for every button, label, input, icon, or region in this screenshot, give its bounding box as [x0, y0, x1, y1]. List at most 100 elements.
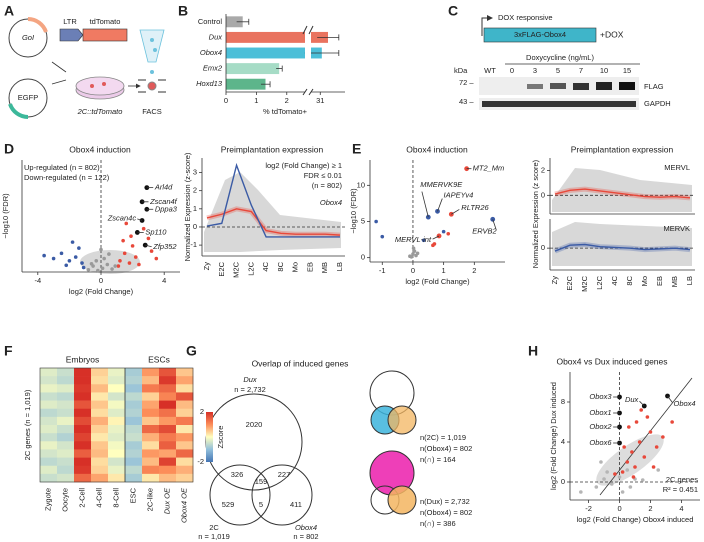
background-profiles: [552, 168, 692, 212]
point: [116, 264, 121, 268]
point: [129, 234, 133, 238]
y-tick-label: 0: [561, 477, 565, 486]
x-tick-label: 4C: [610, 275, 619, 285]
heatmap-cell: [40, 400, 58, 410]
point: [107, 252, 111, 256]
heatmap-cell: [142, 376, 160, 385]
heatmap-cell: [91, 408, 109, 418]
point: [415, 251, 420, 256]
heatmap-cell: [57, 433, 75, 442]
category-label: Emx2: [203, 64, 223, 73]
comparison-text: n(Dux) = 2,732: [420, 497, 470, 506]
dose-label: Doxycycline (ng/mL): [526, 53, 594, 62]
heatmap-cell: [176, 384, 194, 393]
heatmap-cell: [142, 416, 160, 426]
band: [482, 101, 636, 107]
point: [100, 266, 105, 271]
heatmap-cell: [57, 368, 75, 377]
heatmap-cell: [40, 441, 58, 450]
panel-title: Overlap of induced genes: [252, 358, 349, 368]
plasmid-label: GoI: [22, 33, 34, 42]
heatmap-cell: [108, 441, 126, 450]
point-label: IAPEYv4: [444, 190, 474, 199]
construct-box: [483, 27, 597, 43]
point-label: Zscan4f: [149, 197, 178, 206]
panel-a: GoI EGFP LTR tdTomato 2C::tdTomato FACS: [8, 17, 166, 119]
y-axis-label: log2 (Fold Change) Dux induced: [549, 382, 558, 490]
y-axis-label: Zscore: [216, 426, 225, 449]
heatmap-cell: [176, 441, 194, 450]
heatmap-cell: [125, 376, 143, 385]
set-count: n = 1,019: [198, 532, 230, 541]
y-tick-label: 2: [541, 165, 545, 174]
heatmap-cell: [91, 384, 109, 393]
point: [130, 244, 135, 248]
heatmap-cell: [74, 457, 92, 467]
y-tick-label: 0: [361, 253, 365, 262]
treatment-label: +DOX: [600, 29, 624, 39]
heatmap-cell: [74, 425, 92, 434]
point: [409, 255, 414, 259]
axis-break: [305, 14, 311, 94]
set-count: n = 802: [293, 532, 318, 541]
x-tick-label: -4: [34, 276, 41, 285]
heatmap-cell: [91, 449, 109, 458]
x-axis-label: % tdTomato+: [263, 107, 308, 116]
heatmap-cell: [159, 384, 177, 393]
point: [154, 256, 159, 261]
heatmap-cell: [159, 449, 177, 458]
point: [122, 251, 127, 256]
set-name: Dux: [243, 375, 257, 384]
x-tick-label: L2C: [595, 275, 604, 289]
point: [639, 408, 643, 412]
break-mark: [302, 25, 314, 96]
heatmap-cell: [125, 384, 143, 393]
x-tick-label: MB: [670, 276, 679, 287]
column-label: Dux OE: [162, 487, 171, 514]
heatmap-cell: [176, 368, 194, 377]
point: [110, 267, 114, 271]
point: [435, 208, 440, 214]
heatmap-cell: [142, 465, 160, 475]
heatmap-cell: [125, 400, 143, 410]
point: [421, 238, 426, 243]
legend-entry: MERVK: [663, 224, 690, 233]
leader-line: [639, 400, 645, 407]
category-label: Hoxd13: [196, 79, 223, 88]
heatmap-cell: [108, 384, 126, 393]
droplet: [150, 38, 154, 42]
point: [411, 252, 415, 256]
heatmap-cell: [57, 376, 75, 385]
heatmap-cell: [125, 473, 143, 483]
heatmap-cell: [74, 408, 92, 418]
heatmap-cell: [125, 392, 143, 401]
x-tick-label: -1: [379, 266, 386, 275]
heatmap-cell: [57, 465, 75, 475]
lane-label: 15: [623, 66, 631, 75]
heatmap-cell: [142, 425, 160, 434]
point: [446, 231, 451, 236]
bar: [226, 31, 328, 43]
heatmap-cell: [176, 465, 194, 475]
heatmap-cell: [125, 465, 143, 475]
point: [137, 262, 141, 267]
heatmap-cell: [40, 433, 58, 442]
gene-arc: [27, 17, 48, 33]
point: [86, 267, 91, 272]
marker-label: 72 –: [459, 78, 474, 87]
band-label: FLAG: [644, 82, 664, 91]
point-label: Obox2: [589, 422, 612, 431]
nozzle: [139, 29, 165, 63]
heatmap-cell: [40, 392, 58, 401]
heatmap-cell: [108, 465, 126, 475]
heatmap-cell: [142, 433, 160, 442]
heatmap-cell: [142, 441, 160, 450]
chart-title: Preimplantation expression: [571, 144, 674, 154]
x-tick-label: 4: [679, 504, 683, 513]
heatmap-cell: [176, 433, 194, 442]
point-label: Obox3: [589, 392, 612, 401]
chart-title: Obox4 vs Dux induced genes: [556, 356, 667, 366]
ltr-box: [59, 28, 84, 42]
x-tick-label: M2C: [580, 275, 589, 291]
heatmap-cell: [57, 408, 75, 418]
